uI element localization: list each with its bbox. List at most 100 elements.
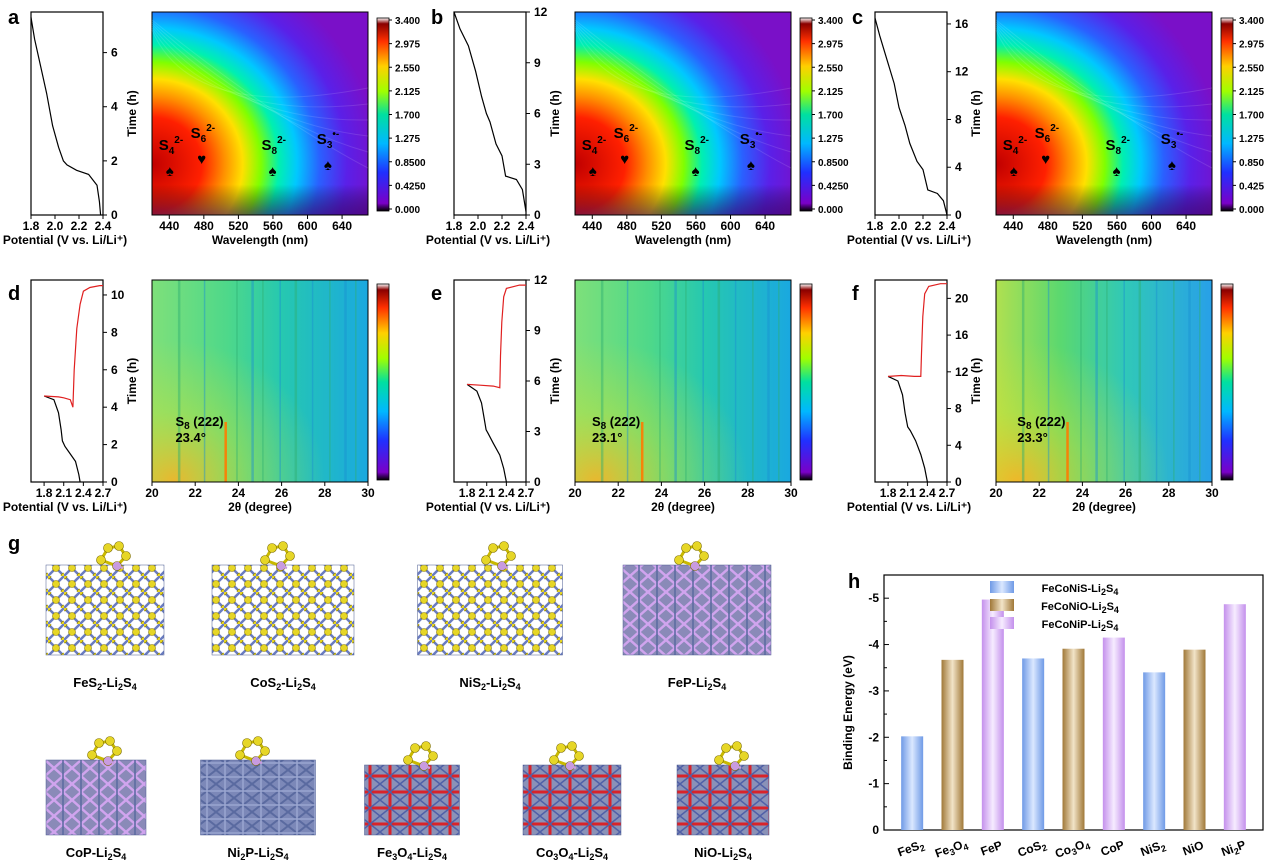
time-tick-label-b: 12 xyxy=(534,5,548,19)
panel-letter-b: b xyxy=(431,7,443,29)
s-atom xyxy=(410,743,420,753)
time-axis-label-e: Time (h) xyxy=(548,358,562,404)
xrd-streak-d xyxy=(279,280,281,482)
time-tick-label-b: 9 xyxy=(534,56,541,70)
time-tick-label-b: 6 xyxy=(534,107,541,121)
xrd-streak-d xyxy=(355,280,357,482)
li-bond-4 xyxy=(107,759,115,765)
s-atom xyxy=(549,755,559,765)
xrd-streak-d xyxy=(344,280,347,482)
peak-label-c-0: S42- xyxy=(1003,135,1027,157)
panel-letter-g: g xyxy=(8,533,20,555)
two-theta-tick-label-e: 28 xyxy=(741,486,755,500)
two-theta-axis-label-f: 2θ (degree) xyxy=(1072,500,1136,514)
time-tick-label-f: 16 xyxy=(955,328,969,342)
xrd-peak-streak-d xyxy=(224,422,227,482)
two-theta-tick-label-e: 24 xyxy=(655,486,669,500)
y-tick-label: 0 xyxy=(872,823,879,837)
s-atom xyxy=(574,751,584,761)
slab-7 xyxy=(522,764,622,836)
s-atom xyxy=(242,738,252,748)
wavelength-axis-label-c: Wavelength (nm) xyxy=(1056,233,1152,247)
two-theta-tick-label-f: 22 xyxy=(1033,486,1047,500)
xrd-streak-f xyxy=(1106,280,1108,482)
s-atom xyxy=(94,738,104,748)
colorbar-tick-label-b: 2.550 xyxy=(818,63,843,74)
time-tick-label-e: 9 xyxy=(534,324,541,338)
peak-label-c-1: S62- xyxy=(1035,123,1059,145)
colorbar-tick-label-a: 0.000 xyxy=(395,205,420,216)
bar-CoS2 xyxy=(1022,658,1045,830)
two-theta-tick-label-d: 28 xyxy=(318,486,332,500)
y-tick-label: -4 xyxy=(868,638,879,652)
category-label-Fe3O4: Fe3O4 xyxy=(933,836,970,862)
time-tick-label-d: 4 xyxy=(111,400,118,414)
potential-tick-label-c: 2.2 xyxy=(915,219,932,233)
li-bond-2 xyxy=(501,564,509,570)
s-atom xyxy=(260,746,270,756)
xrd-streak-e xyxy=(717,280,721,482)
s-atom xyxy=(278,541,288,551)
uv-contour-c xyxy=(995,19,1213,169)
two-theta-axis-label-d: 2θ (degree) xyxy=(228,500,292,514)
peak-label-a-2: S82- xyxy=(262,135,286,157)
potential-tick-label-b: 2.4 xyxy=(518,219,535,233)
structure-label-6: Fe3O4-Li2S4 xyxy=(377,845,447,862)
structure-label-5: Ni2P-Li2S4 xyxy=(227,845,288,862)
wavelength-tick-label-c: 480 xyxy=(1038,219,1058,233)
slab-3 xyxy=(622,564,772,656)
category-label-Ni2P: Ni2P xyxy=(1219,837,1248,861)
potential-axis-label-f: Potential (V vs. Li/Li⁺) xyxy=(847,500,971,514)
xrd-annotation-e: S8 (222) xyxy=(592,414,640,432)
uv-contour-b xyxy=(574,19,792,169)
xrd-glow-f xyxy=(996,280,1212,482)
li-bond-6 xyxy=(423,764,431,770)
uv-contour-a xyxy=(151,29,369,98)
structure-label-4: CoP-Li2S4 xyxy=(66,845,127,862)
s-atom xyxy=(481,555,491,565)
structure-label-8: NiO-Li2S4 xyxy=(694,845,752,862)
time-tick-label-c: 4 xyxy=(955,160,962,174)
potential-axes-f xyxy=(874,279,948,483)
structure-4: CoP-Li2S4 xyxy=(45,736,147,862)
two-theta-tick-label-e: 20 xyxy=(568,486,582,500)
wavelength-tick-label-a: 440 xyxy=(159,219,179,233)
uv-contour-c xyxy=(995,21,1213,153)
potential-axes-a xyxy=(30,11,104,216)
wavelength-tick-label-c: 520 xyxy=(1072,219,1092,233)
time-tick-label-c: 8 xyxy=(955,112,962,126)
s-atom xyxy=(267,543,277,553)
wavelength-tick-label-b: 600 xyxy=(721,219,741,233)
legend-label-2: FeCoNiP-Li2S4 xyxy=(1042,619,1119,633)
time-tick-label-d: 10 xyxy=(111,288,125,302)
colorbar-tick-label-a: 0.4250 xyxy=(395,181,426,192)
wavelength-tick-label-c: 640 xyxy=(1176,219,1196,233)
legend-label-1: FeCoNiO-Li2S4 xyxy=(1041,601,1119,615)
structure-label-1: CoS2-Li2S4 xyxy=(250,675,316,692)
charge-curve-d xyxy=(44,285,103,408)
wavelength-tick-label-b: 480 xyxy=(617,219,637,233)
wavelength-tick-label-a: 600 xyxy=(298,219,318,233)
peak-label-b-2: S82- xyxy=(685,135,709,157)
potential-tick-label-f: 2.4 xyxy=(919,486,936,500)
structure-panel-g: FeS2-Li2S4 CoS2-Li2S4 NiS2-Li2S4 FeP-Li2S4 C… xyxy=(45,541,772,862)
wavelength-tick-label-c: 600 xyxy=(1142,219,1162,233)
xrd-streak-e xyxy=(674,280,677,482)
uv-contour-a xyxy=(151,21,369,153)
peak-label-b-1: S62- xyxy=(614,123,638,145)
wavelength-axis-label-a: Wavelength (nm) xyxy=(212,233,308,247)
xrd-annotation-f: S8 (222) xyxy=(1017,414,1065,432)
peak-marker-c-0: ♠ xyxy=(1010,163,1018,180)
peak-label-b-3: S3•- xyxy=(740,129,762,151)
slab-2 xyxy=(417,564,563,656)
li-bond-3 xyxy=(694,564,702,570)
xrd-streak-e xyxy=(734,280,737,482)
peak-label-a-1: S62- xyxy=(191,123,215,145)
bar-NiO xyxy=(1183,649,1206,830)
colorbar-tick-label-c: 2.975 xyxy=(1239,40,1264,51)
xrd-streak-f xyxy=(1095,280,1098,482)
category-label-NiO: NiO xyxy=(1181,838,1206,858)
time-tick-label-e: 3 xyxy=(534,425,541,439)
